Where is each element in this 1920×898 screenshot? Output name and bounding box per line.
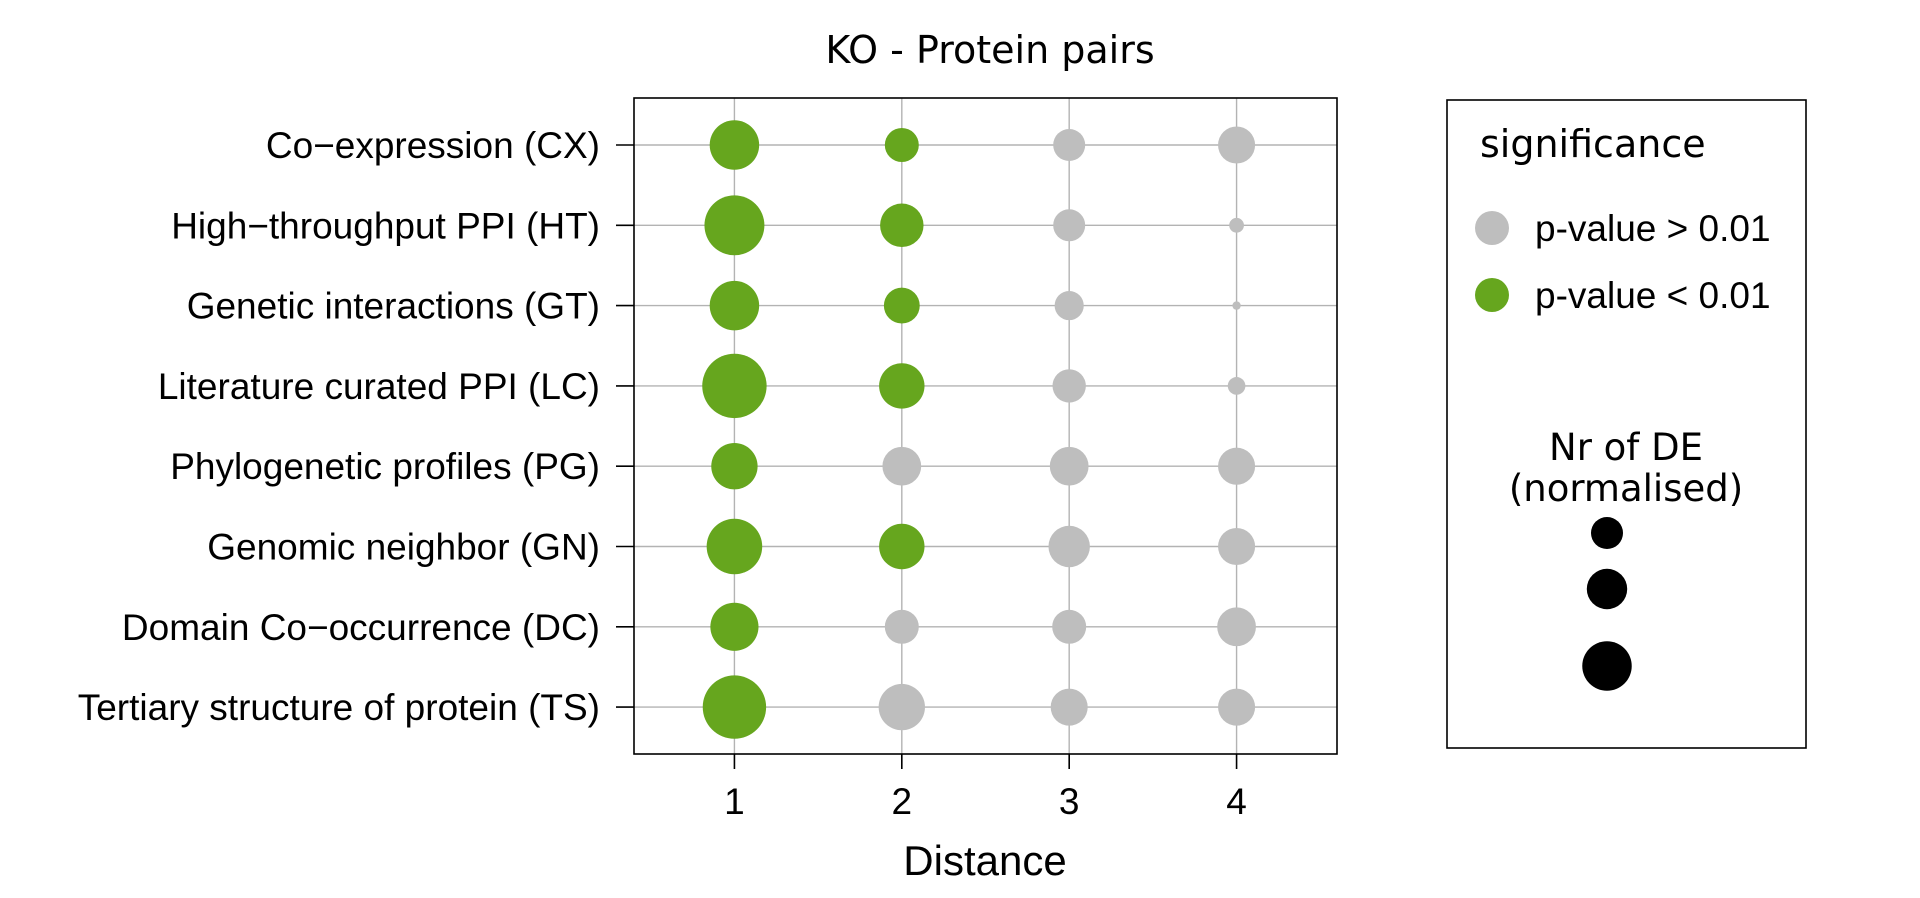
data-point bbox=[709, 280, 760, 331]
legend-frame bbox=[1446, 99, 1807, 749]
plot-frame bbox=[633, 97, 1338, 755]
y-tick-label: High−throughput PPI (HT) bbox=[171, 205, 600, 246]
data-point bbox=[706, 518, 763, 575]
x-tick-label: 2 bbox=[892, 781, 913, 822]
data-point bbox=[882, 446, 922, 486]
legend-significance-title: significance bbox=[1480, 122, 1706, 166]
legend-size-marker bbox=[1590, 516, 1624, 550]
data-point bbox=[709, 120, 760, 170]
data-point bbox=[1050, 688, 1088, 726]
data-point bbox=[1054, 291, 1084, 321]
y-tick-label: Genetic interactions (GT) bbox=[187, 286, 600, 327]
data-point bbox=[1049, 446, 1089, 486]
legend-size-title-line1: Nr of DE bbox=[1549, 426, 1703, 469]
data-point bbox=[879, 523, 925, 570]
data-point bbox=[1218, 527, 1256, 566]
data-point bbox=[884, 128, 919, 162]
data-point bbox=[1217, 607, 1256, 647]
data-point bbox=[704, 195, 765, 256]
y-tick-label: Literature curated PPI (LC) bbox=[158, 366, 600, 407]
data-point bbox=[1053, 128, 1086, 162]
y-tick-label: Phylogenetic profiles (PG) bbox=[170, 446, 600, 487]
legend-size-marker bbox=[1586, 568, 1628, 610]
data-point bbox=[1218, 688, 1256, 726]
data-point bbox=[883, 287, 920, 324]
x-tick-label: 4 bbox=[1226, 781, 1247, 822]
data-point bbox=[880, 203, 924, 248]
legend-marker bbox=[1475, 211, 1509, 245]
y-tick-label: Domain Co−occurrence (DC) bbox=[122, 607, 600, 648]
y-axis: Co−expression (CX) High−throughput PPI (H… bbox=[78, 125, 634, 728]
data-point bbox=[710, 602, 759, 651]
data-points bbox=[702, 120, 1256, 739]
x-axis: 1 2 3 4 bbox=[724, 754, 1247, 822]
legend-size-title-line2: (normalised) bbox=[1509, 467, 1743, 510]
data-point bbox=[878, 683, 925, 731]
chart-title: KO - Protein pairs bbox=[825, 28, 1154, 72]
x-tick-label: 1 bbox=[724, 781, 745, 822]
legend-marker bbox=[1475, 278, 1509, 312]
legend-size-marker bbox=[1582, 641, 1632, 691]
data-point bbox=[1052, 369, 1086, 403]
data-point bbox=[1232, 301, 1241, 310]
data-point bbox=[1227, 377, 1246, 395]
data-point bbox=[1052, 609, 1087, 644]
data-point bbox=[702, 675, 767, 739]
data-point bbox=[1053, 209, 1086, 242]
data-point bbox=[711, 443, 758, 490]
x-tick-label: 3 bbox=[1059, 781, 1080, 822]
legend: significance p-value > 0.01 p-value < 0.0… bbox=[1446, 99, 1807, 749]
data-point bbox=[702, 353, 767, 419]
data-point bbox=[1229, 217, 1244, 233]
data-point bbox=[884, 609, 919, 644]
legend-size-items bbox=[1582, 516, 1632, 691]
legend-label: p-value < 0.01 bbox=[1535, 275, 1771, 316]
data-point bbox=[1218, 447, 1256, 485]
y-tick-label: Genomic neighbor (GN) bbox=[207, 527, 600, 568]
y-tick-label: Co−expression (CX) bbox=[266, 125, 600, 166]
data-point bbox=[879, 363, 925, 409]
data-point bbox=[1218, 126, 1256, 164]
data-point bbox=[1048, 525, 1090, 568]
x-axis-label: Distance bbox=[903, 837, 1066, 884]
legend-label: p-value > 0.01 bbox=[1535, 208, 1771, 249]
y-tick-label: Tertiary structure of protein (TS) bbox=[78, 687, 600, 728]
legend-significance-items: p-value > 0.01 p-value < 0.01 bbox=[1475, 208, 1771, 316]
